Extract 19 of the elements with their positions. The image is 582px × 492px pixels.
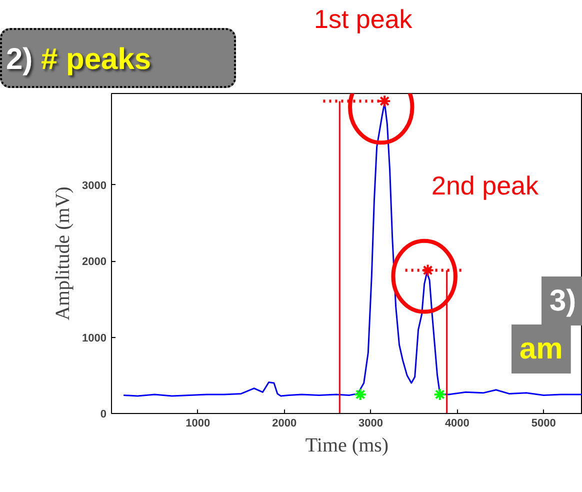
point (433, 388, 446, 401)
x-tick-label: 4000 (444, 418, 470, 430)
point (421, 264, 434, 277)
annotation: 2nd peak (432, 170, 540, 200)
x-axis-title: Time (ms) (305, 434, 389, 456)
x-tick-label: 3000 (358, 418, 384, 430)
text: 2) # peaks (5, 43, 152, 76)
point (354, 388, 367, 401)
x-tick-label: 1000 (186, 418, 210, 430)
point (378, 94, 392, 108)
x-tick-label: 5000 (531, 418, 556, 430)
annotation: 3) am (520, 284, 576, 366)
y-axis-title: Amplitude (mV) (52, 186, 74, 320)
y-tick-label: 3000 (82, 180, 107, 192)
y-tick-label: 1000 (82, 332, 107, 344)
y-tick-label: 0 (100, 408, 107, 420)
x-tick-label: 2000 (272, 418, 297, 430)
y-tick-label: 2000 (82, 256, 107, 268)
text: 1st peak (314, 4, 412, 35)
